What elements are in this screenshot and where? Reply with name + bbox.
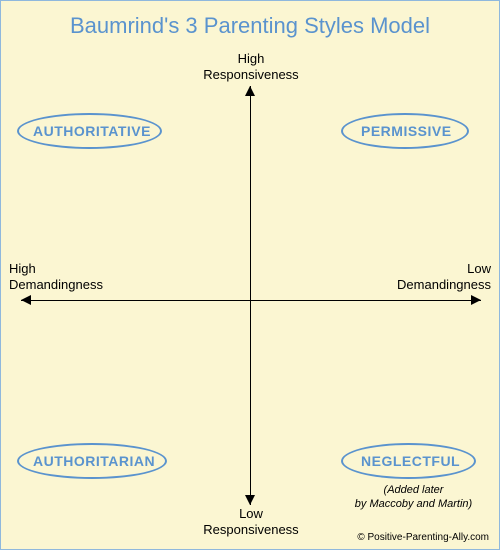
axis-label-left: High Demandingness bbox=[9, 261, 119, 292]
copyright-text: © Positive-Parenting-Ally.com bbox=[357, 532, 489, 543]
axis-label-right: Low Demandingness bbox=[381, 261, 491, 292]
axis-label-bottom: Low Responsiveness bbox=[191, 506, 311, 537]
arrow-left-icon bbox=[21, 295, 31, 305]
arrow-up-icon bbox=[245, 86, 255, 96]
page-title: Baumrind's 3 Parenting Styles Model bbox=[1, 13, 499, 39]
horizontal-axis bbox=[21, 300, 481, 301]
label-authoritative: AUTHORITATIVE bbox=[33, 123, 151, 139]
axis-label-top: High Responsiveness bbox=[191, 51, 311, 82]
arrow-right-icon bbox=[471, 295, 481, 305]
vertical-axis bbox=[250, 86, 251, 505]
neglectful-note: (Added later by Maccoby and Martin) bbox=[341, 483, 486, 512]
label-neglectful: NEGLECTFUL bbox=[361, 453, 460, 469]
arrow-down-icon bbox=[245, 495, 255, 505]
label-authoritarian: AUTHORITARIAN bbox=[33, 453, 155, 469]
label-permissive: PERMISSIVE bbox=[361, 123, 452, 139]
